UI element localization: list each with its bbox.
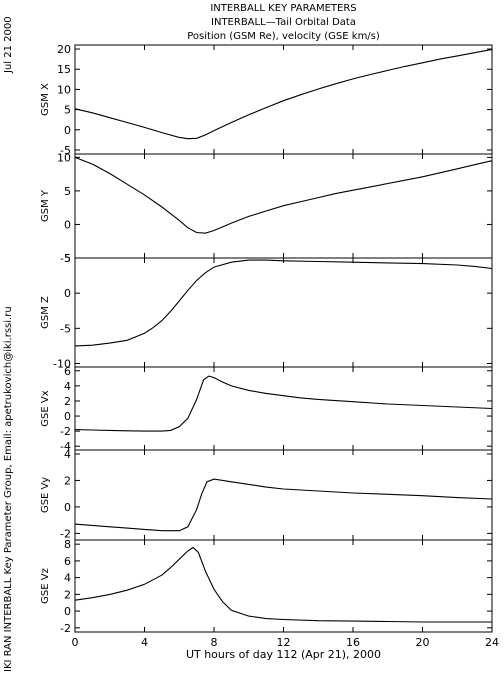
- y-axis-label: GSE Vz: [40, 568, 51, 604]
- title-line-1: INTERBALL KEY PARAMETERS: [210, 3, 357, 14]
- y-tick-label: -2: [60, 425, 71, 438]
- panel-frame: [74, 539, 493, 633]
- y-tick-label: -10: [53, 357, 71, 370]
- y-tick-label: -2: [60, 622, 71, 635]
- y-tick-label: 10: [57, 151, 71, 164]
- panel-frame: [74, 257, 493, 368]
- series-line: [74, 546, 492, 623]
- x-tick-label: 4: [141, 636, 148, 649]
- y-tick-label: 0: [64, 218, 71, 231]
- y-tick-label: 0: [64, 410, 71, 423]
- y-tick-label: 2: [64, 588, 71, 601]
- y-tick-label: -2: [60, 527, 71, 540]
- y-tick-label: 2: [64, 395, 71, 408]
- y-tick-label: 20: [57, 43, 71, 56]
- x-tick-label: 8: [211, 636, 218, 649]
- title-line-3: Position (GSM Re), velocity (GSE km/s): [187, 31, 380, 42]
- series-line: [74, 478, 493, 532]
- y-tick-label: 2: [64, 474, 71, 487]
- y-tick-label: -5: [60, 144, 71, 157]
- y-tick-label: 0: [64, 287, 71, 300]
- title-line-2: INTERBALL—Tail Orbital Data: [211, 17, 356, 28]
- y-tick-label: -5: [60, 252, 71, 265]
- x-tick-label: 16: [346, 636, 360, 649]
- y-tick-label: 0: [64, 501, 71, 514]
- x-tick-label: 12: [277, 636, 291, 649]
- y-axis-label: GSM Y: [40, 189, 51, 222]
- y-tick-label: 15: [57, 63, 71, 76]
- panel-frame: [74, 366, 493, 451]
- y-tick-label: 4: [64, 380, 71, 393]
- y-axis-label: GSE Vy: [40, 477, 51, 513]
- y-tick-label: 6: [64, 555, 71, 568]
- y-tick-label: 4: [64, 572, 71, 585]
- y-tick-label: 4: [64, 448, 71, 461]
- series-line: [74, 48, 493, 140]
- y-tick-label: 5: [64, 252, 71, 265]
- series-line: [74, 259, 493, 347]
- y-tick-label: -5: [60, 322, 71, 335]
- y-axis-label: GSM Z: [40, 296, 51, 329]
- x-tick-label: 20: [416, 636, 430, 649]
- y-tick-label: 5: [64, 185, 71, 198]
- x-tick-label: 0: [72, 636, 79, 649]
- series-line: [74, 156, 493, 234]
- y-tick-label: 5: [64, 104, 71, 117]
- y-tick-label: 0: [64, 124, 71, 137]
- y-tick-label: -4: [60, 440, 71, 453]
- y-axis-label: GSE Vx: [40, 390, 51, 426]
- x-axis-label: UT hours of day 112 (Apr 21), 2000: [186, 648, 381, 661]
- panel-frame: [74, 449, 493, 541]
- y-tick-label: 0: [64, 605, 71, 618]
- series-line: [74, 375, 493, 432]
- y-tick-label: 8: [64, 538, 71, 551]
- x-tick-label: 24: [485, 636, 499, 649]
- y-tick-label: 6: [64, 365, 71, 378]
- y-tick-label: 10: [57, 83, 71, 96]
- y-axis-label: GSM X: [40, 83, 51, 116]
